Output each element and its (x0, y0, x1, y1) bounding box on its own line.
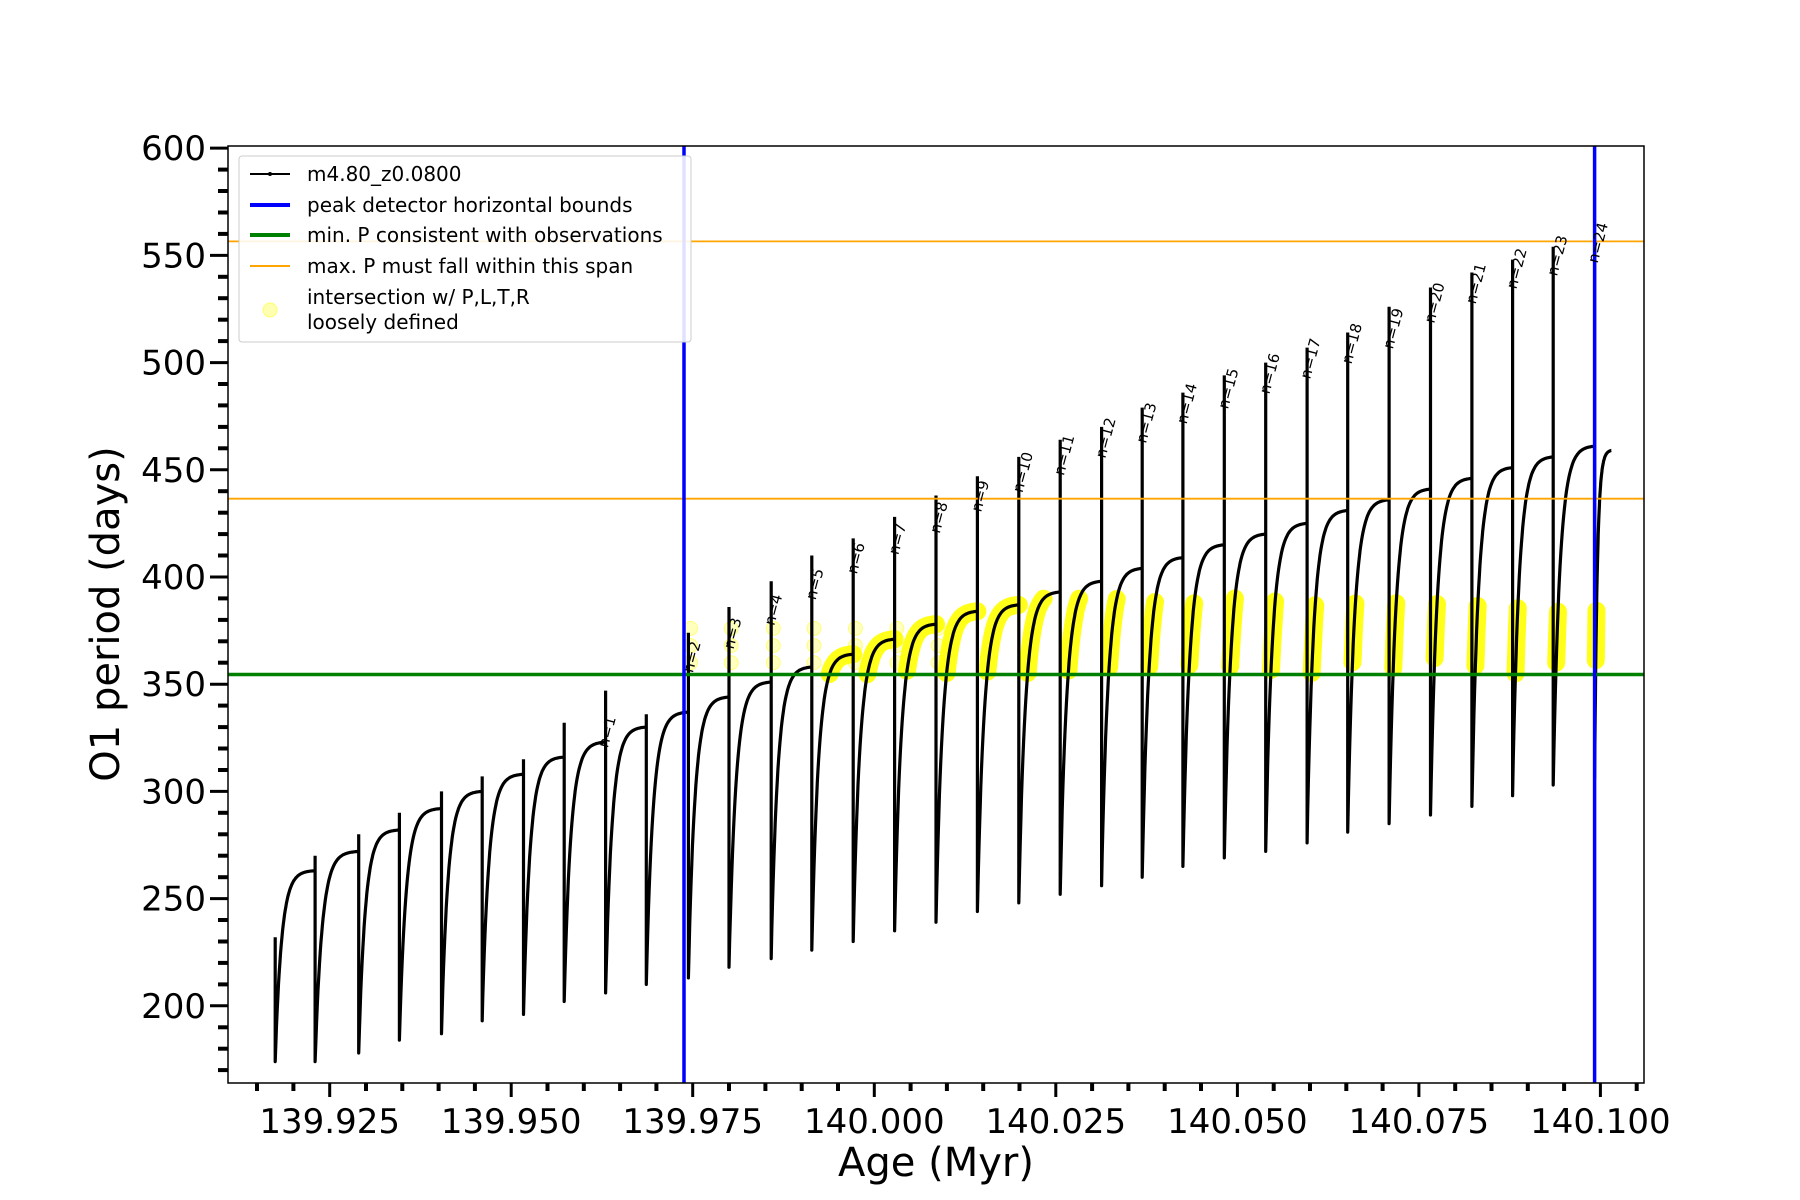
model-track-cycle-23 (1181, 392, 1226, 869)
model-track-cycle-15 (851, 538, 896, 944)
model-track-cycle-8 (562, 722, 607, 1004)
y-tick-label-7: 550 (141, 236, 206, 276)
model-track-cycle-7 (521, 755, 566, 1017)
legend-swatch-model-marker (268, 172, 272, 176)
x-axis-title: Age (Myr) (838, 1140, 1034, 1186)
legend: m4.80_z0.0800 peak detector horizontal b… (238, 155, 692, 343)
y-tick-label-5: 450 (141, 451, 206, 491)
model-track-cycle-11 (686, 632, 731, 980)
model-track-cycle-19 (1017, 456, 1062, 905)
legend-label-intersection-line2: loosely defined (307, 310, 459, 334)
legend-box (238, 155, 692, 343)
model-track-cycle-27 (1346, 332, 1391, 834)
model-track-cycle-2 (313, 849, 360, 1064)
y-tick-label-0: 200 (141, 987, 206, 1027)
y-tick-label-1: 250 (141, 880, 206, 920)
x-tick-label-4: 140.025 (985, 1102, 1126, 1142)
model-track-cycle-1 (273, 869, 317, 1064)
x-tick-label-7: 140.100 (1530, 1102, 1671, 1142)
model-track-cycle-14 (810, 555, 855, 952)
model-track-cycle-20 (1058, 439, 1103, 896)
model-track-cycle-13 (769, 581, 813, 961)
intersection-marker-12-0 (723, 655, 739, 671)
model-track-cycle-16 (892, 516, 937, 933)
y-axis-title: O1 period (days) (83, 446, 129, 781)
intersection-marker-14-1 (806, 638, 822, 654)
legend-label-peak-bounds: peak detector horizontal bounds (307, 193, 633, 217)
model-track-cycle-32 (1551, 246, 1596, 787)
model-track-cycle-24 (1222, 375, 1267, 860)
intersection-marker-14-2 (806, 620, 822, 636)
model-track-cycle-22 (1140, 407, 1184, 879)
x-tick-label-0: 139.925 (259, 1102, 400, 1142)
y-tick-label-2: 300 (141, 772, 206, 812)
model-track-cycle-10 (644, 710, 690, 987)
data-layer (273, 246, 1613, 1064)
x-tick-label-5: 140.050 (1167, 1102, 1308, 1142)
legend-label-model: m4.80_z0.0800 (307, 162, 462, 186)
intersection-marker-13-0 (765, 655, 781, 671)
model-track-cycle-33 (1592, 246, 1613, 781)
model-track-cycle-28 (1387, 306, 1432, 826)
plot-frame (227, 145, 1645, 1084)
model-track-cycle-6 (480, 772, 525, 1023)
intersection-marker-15-2 (847, 620, 863, 636)
x-tick-label-6: 140.075 (1349, 1102, 1490, 1142)
axes: 139.925 139.950 139.975 140.000 140.025 140.0… (141, 129, 1671, 1142)
model-track-cycle-9 (603, 690, 648, 995)
x-tick-label-1: 139.950 (441, 1102, 582, 1142)
model-track-cycle-12 (727, 607, 773, 969)
legend-label-min-p: min. P consistent with observations (307, 223, 663, 247)
model-track-cycle-30 (1470, 272, 1514, 809)
y-tick-label-3: 350 (141, 665, 206, 705)
intersection-marker-15-0 (847, 655, 863, 671)
intersection-marker-16-2 (889, 620, 905, 636)
model-track-cycle-21 (1099, 426, 1144, 888)
y-tick-label-8: 600 (141, 129, 206, 169)
intersection-marker-17-1 (930, 638, 946, 654)
model-track-cycle-25 (1264, 362, 1309, 854)
model-track-cycle-3 (357, 828, 401, 1055)
model-track-cycle-17 (934, 495, 979, 924)
y-tick-label-6: 500 (141, 344, 206, 384)
x-tick-label-2: 139.975 (622, 1102, 763, 1142)
y-tick-label-4: 400 (141, 558, 206, 598)
model-track-cycle-31 (1510, 259, 1555, 798)
model-track-cycle-4 (397, 806, 443, 1042)
model-track-cycle-29 (1428, 287, 1473, 817)
intersection-marker-16-0 (889, 655, 905, 671)
x-tick-label-3: 140.000 (804, 1102, 945, 1142)
legend-label-intersection: intersection w/ P,L,T,R (307, 285, 530, 309)
intersection-marker-13-1 (765, 638, 781, 654)
model-track-cycle-5 (439, 789, 484, 1036)
legend-label-max-p: max. P must fall within this span (307, 254, 633, 278)
intersection-marker-17-0 (930, 655, 946, 671)
intersection-marker-15-1 (847, 638, 863, 654)
legend-swatch-intersection (262, 302, 278, 318)
model-track-cycle-26 (1305, 347, 1349, 845)
model-track-cycle-18 (975, 476, 1020, 914)
